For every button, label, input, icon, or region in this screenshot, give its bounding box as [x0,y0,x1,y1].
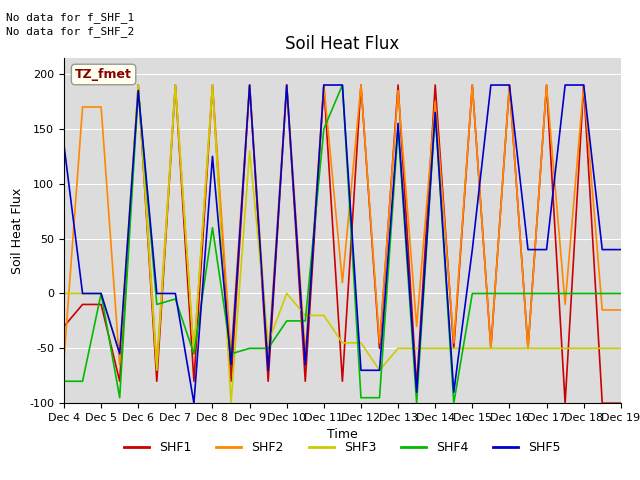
X-axis label: Time: Time [327,429,358,442]
Text: No data for f_SHF_1: No data for f_SHF_1 [6,12,134,23]
Text: No data for f_SHF_2: No data for f_SHF_2 [6,26,134,37]
Text: TZ_fmet: TZ_fmet [75,68,132,81]
Legend: SHF1, SHF2, SHF3, SHF4, SHF5: SHF1, SHF2, SHF3, SHF4, SHF5 [119,436,566,459]
Title: Soil Heat Flux: Soil Heat Flux [285,35,399,53]
Y-axis label: Soil Heat Flux: Soil Heat Flux [11,187,24,274]
